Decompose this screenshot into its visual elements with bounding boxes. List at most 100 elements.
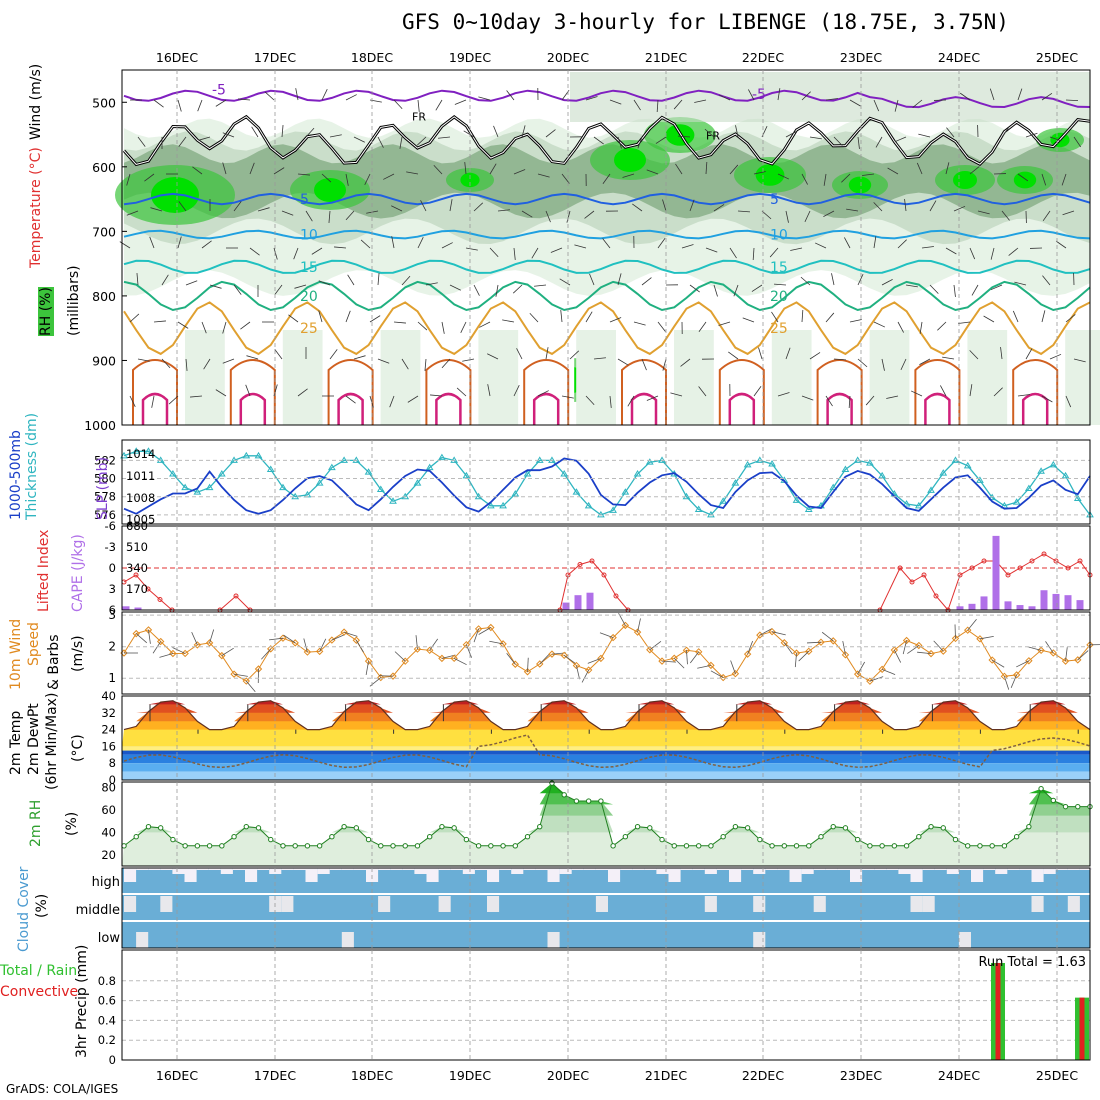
wind-barb [297, 173, 310, 176]
precip-conv-bar [1079, 997, 1085, 1060]
wind-barb-10m [365, 661, 369, 676]
wind-speed-point [1000, 672, 1009, 681]
cloud-gap-high [124, 868, 137, 882]
temp-tick: 16 [101, 739, 116, 753]
wind-speed-point [364, 657, 373, 665]
thickness-point [866, 459, 874, 466]
wind-barb [574, 244, 587, 249]
wind-barb [959, 92, 971, 101]
wind-barb [473, 202, 484, 212]
wind-speed-point [890, 646, 899, 654]
wind-barb [550, 247, 563, 253]
precip-run-total: Run Total = 1.63 [978, 955, 1086, 970]
wind-barb [897, 321, 904, 333]
rh-upper-band [570, 72, 1090, 122]
cloud-gap-high [1019, 868, 1032, 870]
temp-band-16 [122, 746, 1090, 751]
wind-speed-point [841, 651, 850, 659]
wind-barb [506, 90, 515, 101]
cloud-panel: high middle low [76, 868, 1092, 948]
cape-bar [1004, 601, 1012, 610]
precip-tick: 0.8 [98, 974, 116, 988]
wind-barb [449, 284, 461, 291]
wind-barb [617, 358, 629, 366]
wind-barb [561, 173, 570, 184]
wind-speed-point [1074, 656, 1082, 664]
wind-barb [364, 173, 371, 185]
wind-barb [698, 386, 707, 397]
wind-barb-10m [902, 640, 907, 655]
thickness-point [205, 483, 214, 491]
wind-barb [1041, 310, 1046, 323]
wind-barb [240, 321, 251, 330]
temp2m-label-3: (6hr Min/Max) [44, 692, 60, 790]
wind-barb [329, 349, 338, 360]
wind-barb [512, 284, 523, 294]
wind-barb [153, 320, 166, 323]
thickness-point [1024, 484, 1033, 492]
wind-barb [487, 353, 499, 360]
cloud-gap-high [220, 868, 233, 874]
thickness-point [438, 453, 446, 461]
wind-barb [971, 284, 979, 296]
temp-contour-label: 15 [300, 260, 318, 276]
slp-tick: 1014 [126, 447, 155, 461]
wind-speed-point [1049, 649, 1058, 657]
wind-barb [814, 242, 827, 249]
rh2m-point [170, 836, 176, 843]
wind-barb [305, 210, 313, 222]
wind-barb [958, 321, 971, 324]
wind10m-panel: 3 2 1 [108, 608, 1100, 693]
wind-speed-point [621, 621, 630, 630]
wind-barb [777, 392, 790, 397]
wind-barb [513, 169, 526, 175]
wind-barb [804, 210, 811, 223]
wind-speed-line [123, 624, 1091, 682]
date-label-bottom: 22DEC [742, 1068, 784, 1083]
cape-bar [1052, 593, 1060, 610]
rh2m-label: 2m RH [28, 799, 44, 847]
rh2m-point [793, 843, 800, 849]
wind-barb [126, 173, 131, 186]
wind-barb [151, 395, 155, 408]
wind-barb [473, 284, 480, 296]
cloud-gap-low [341, 932, 354, 948]
rh2m-point [304, 843, 311, 849]
wind-barb [1073, 136, 1082, 148]
thickness-point [1012, 498, 1021, 505]
wind-barb [560, 310, 563, 323]
slp-label: SLP (mb) [95, 456, 111, 520]
wind-barb [777, 88, 781, 101]
rh2m-point [781, 843, 788, 849]
cloud-gap-high [765, 868, 778, 870]
wind-barb [462, 358, 475, 362]
wind-barb [321, 89, 328, 101]
wind-barb [646, 169, 659, 175]
wind-barb [945, 162, 950, 175]
wind-barb [905, 284, 918, 288]
rh2m-point [231, 833, 237, 840]
wind-speed-point [156, 637, 165, 646]
cloud-unit: (%) [34, 893, 50, 918]
wind-barb [311, 247, 323, 255]
thickness-point [572, 488, 581, 495]
cloud-gap-middle [595, 896, 608, 912]
wind-tick: 1 [108, 671, 116, 685]
rh2m-point [622, 833, 629, 840]
wind-barb [833, 358, 846, 361]
temp-contour-30 [914, 359, 961, 425]
wind-barb [393, 321, 406, 324]
rh-tick: 40 [101, 825, 116, 839]
lifted-point [897, 565, 903, 571]
temp-contour-30 [718, 359, 765, 425]
wind-speed-point [560, 651, 568, 660]
pressure-tick: 600 [92, 160, 116, 175]
wind-barb [1055, 240, 1067, 249]
wind-barb-10m [686, 650, 688, 665]
wind-barb [1041, 395, 1053, 403]
wind-speed-point [487, 623, 495, 632]
upper-mb-label: (millibars) [66, 265, 82, 336]
rh2m-point [1075, 803, 1081, 810]
rh-core [1013, 171, 1037, 189]
